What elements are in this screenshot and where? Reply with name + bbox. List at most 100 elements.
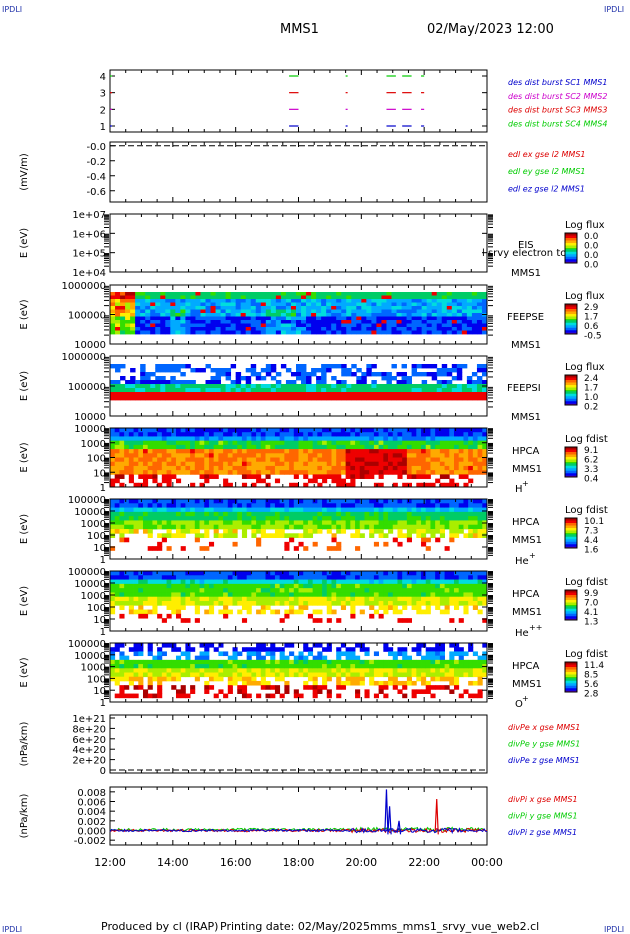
heat-cell	[306, 306, 312, 310]
heat-cell	[295, 388, 302, 393]
heat-cell	[110, 605, 116, 610]
heat-cell	[436, 302, 443, 307]
heat-cell	[373, 436, 380, 442]
heat-cell	[463, 583, 469, 589]
heat-cell	[411, 503, 417, 508]
heat-cell	[456, 388, 463, 393]
heat-cell	[444, 575, 450, 580]
heat-cell	[402, 436, 408, 442]
heat-cell	[175, 571, 182, 576]
heat-cell	[232, 457, 238, 463]
heat-cell	[155, 299, 161, 303]
heat-cell	[341, 372, 347, 377]
heat-cell	[245, 392, 252, 397]
heat-cell	[232, 436, 238, 442]
heat-cell	[449, 520, 455, 526]
heat-cell	[456, 368, 463, 373]
heat-cell	[301, 364, 307, 369]
heat-cell	[227, 432, 233, 437]
heat-cell	[411, 388, 418, 393]
heat-cell	[289, 457, 295, 463]
heat-cell	[185, 380, 191, 385]
heat-cell	[270, 320, 277, 324]
heat-cell	[133, 583, 139, 589]
heat-cell	[392, 470, 398, 475]
heat-cell	[190, 316, 196, 321]
heat-cell	[246, 453, 252, 458]
heat-cell	[456, 309, 463, 314]
heat-cell	[115, 327, 121, 331]
heatmap-hpca_hepp	[110, 571, 488, 623]
corner-mark-top-left: IPDLI	[2, 5, 23, 14]
heat-cell	[316, 302, 322, 307]
heat-cell	[246, 520, 252, 526]
heat-cell	[215, 330, 221, 335]
heat-cell	[303, 470, 309, 475]
colorbar-swatch	[565, 607, 577, 610]
heat-cell	[421, 457, 427, 463]
heat-cell	[381, 384, 387, 389]
heat-cell	[125, 388, 131, 393]
heat-cell	[110, 292, 116, 296]
heat-cell	[138, 461, 144, 467]
heat-cell	[130, 292, 136, 296]
heat-cell	[369, 520, 375, 526]
heat-cell	[295, 299, 302, 303]
heat-cell	[317, 482, 323, 488]
heat-cell	[265, 440, 271, 446]
heat-cell	[124, 685, 130, 690]
heat-cell	[284, 507, 290, 513]
heat-cell	[133, 449, 139, 454]
heat-cell	[373, 520, 380, 526]
heat-cell	[166, 503, 172, 508]
heat-cell	[463, 571, 469, 576]
heat-cell	[476, 295, 483, 300]
heat-cell	[284, 440, 290, 446]
heat-cell	[402, 579, 408, 585]
heat-cell	[391, 302, 397, 307]
heat-cell	[355, 546, 361, 551]
heat-cell	[250, 295, 257, 300]
heat-cell	[114, 672, 120, 678]
heat-cell	[180, 529, 186, 534]
heat-cell	[293, 571, 299, 576]
heat-cell	[421, 571, 427, 576]
heat-cell	[477, 428, 483, 433]
heat-cell	[316, 368, 322, 373]
heat-cell	[227, 507, 233, 513]
heat-cell	[336, 436, 342, 442]
heat-cell	[472, 507, 478, 513]
heat-cell	[280, 323, 287, 328]
heat-cell	[241, 507, 248, 513]
heat-cell	[110, 507, 116, 513]
heat-cell	[425, 461, 431, 467]
heat-cell	[421, 302, 428, 307]
heat-cell	[336, 292, 342, 296]
heat-cell	[444, 432, 450, 437]
heat-cell	[171, 520, 177, 526]
heat-cell	[293, 533, 299, 538]
heat-cell	[220, 330, 227, 335]
heat-cell	[312, 503, 318, 508]
heat-cell	[213, 503, 219, 508]
heat-cell	[317, 588, 323, 593]
heat-cell	[161, 537, 167, 543]
heat-cell	[351, 316, 357, 321]
heat-cell	[119, 659, 125, 665]
heat-cell	[317, 609, 323, 615]
heat-cell	[471, 323, 478, 328]
heat-cell	[147, 470, 153, 475]
heat-cell	[456, 313, 463, 317]
heat-cell	[371, 299, 377, 303]
heat-cell	[145, 380, 151, 385]
heat-cell	[260, 592, 266, 598]
heat-cell	[223, 583, 229, 589]
heat-cell	[142, 672, 149, 678]
colorbar-swatch	[565, 536, 577, 539]
heat-cell	[241, 474, 248, 479]
heat-cell	[194, 618, 200, 623]
heat-cell	[378, 461, 384, 467]
heat-cell	[280, 299, 287, 303]
heat-cell	[381, 292, 387, 296]
heat-cell	[275, 323, 282, 328]
